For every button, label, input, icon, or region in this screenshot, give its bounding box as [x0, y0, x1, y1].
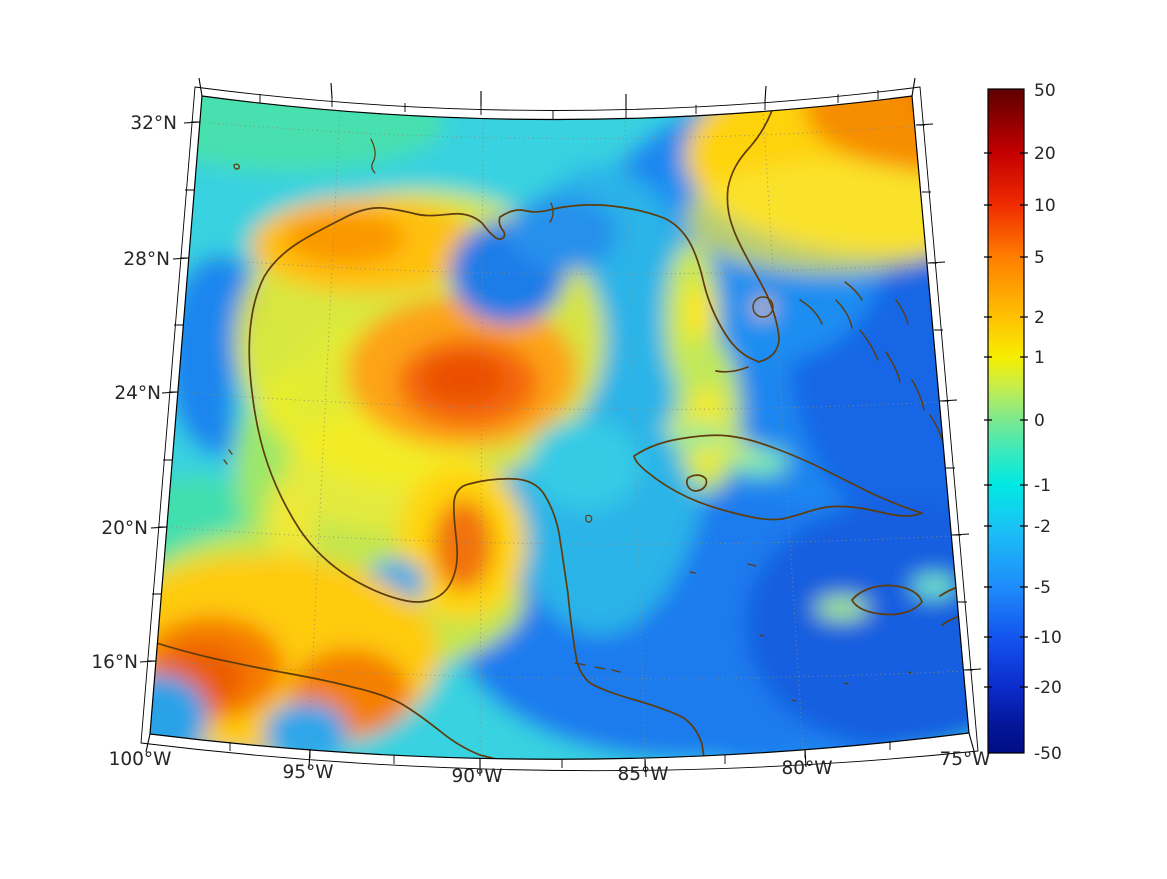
- coast-mexico-pacific: [150, 640, 513, 760]
- coast-bay-islands: [574, 662, 621, 673]
- colorbar-gradient: [987, 88, 1025, 754]
- colorbar-ticks: [984, 152, 1028, 688]
- lon-tick-label-80w: 80°W: [781, 758, 832, 779]
- lat-tick-label-28n: 28°N: [123, 249, 170, 270]
- gridline-lon-80w: [762, 109, 804, 750]
- lon-tick-label-95w: 95°W: [282, 762, 333, 783]
- coastlines: [150, 96, 969, 760]
- cbar-label-0: 0: [1034, 411, 1045, 431]
- cbar-label-m2: -2: [1034, 517, 1051, 537]
- lat-tick-label-20n: 20°N: [101, 518, 148, 539]
- cbar-label-20: 20: [1034, 144, 1056, 164]
- cbar-label-m50: -50: [1034, 744, 1062, 764]
- cbar-label-5: 5: [1034, 248, 1045, 268]
- frame-inner-boundary: [149, 95, 970, 760]
- cbar-label-m5: -5: [1034, 578, 1051, 598]
- lon-tick-label-85w: 85°W: [617, 764, 668, 785]
- cbar-label-m10: -10: [1034, 628, 1062, 648]
- river-louisiana: [370, 138, 376, 174]
- coast-bahamas: [799, 281, 943, 441]
- gridline-lat-20n: [166, 526, 953, 545]
- cbar-label-m1: -1: [1034, 476, 1051, 496]
- colorbar: 50 20 10 5 2 1 0 -1 -2 -5 -10 -20 -50: [984, 81, 1062, 764]
- coast-jamaica: [851, 584, 923, 616]
- cbar-label-1: 1: [1034, 348, 1045, 368]
- axis-labels: 32°N 28°N 24°N 20°N 16°N 100°W 95°W 90°W…: [91, 113, 990, 787]
- lat-tick-label-16n: 16°N: [91, 652, 138, 673]
- colorbar-tick-labels: 50 20 10 5 2 1 0 -1 -2 -5 -10 -20 -50: [1034, 81, 1062, 764]
- heat-field: [150, 96, 969, 760]
- lon-tick-label-75w: 75°W: [939, 749, 990, 770]
- graticule: [155, 106, 965, 760]
- map-frame: [139, 77, 982, 778]
- gridline-lat-24n: [177, 391, 941, 411]
- lon-tick-label-90w: 90°W: [451, 766, 502, 787]
- coast-chandeleur-islands: [549, 202, 554, 223]
- cbar-label-10: 10: [1034, 196, 1056, 216]
- coast-cuba: [633, 434, 923, 521]
- lat-tick-label-32n: 32°N: [130, 113, 177, 134]
- lon-tick-label-100w: 100°W: [109, 749, 172, 770]
- lake-okeechobee: [752, 296, 774, 318]
- coast-us-gulf-mexico-yucatan: [248, 96, 780, 759]
- lat-tick-label-24n: 24°N: [114, 383, 161, 404]
- cbar-label-2: 2: [1034, 308, 1045, 328]
- coast-florida-keys: [715, 366, 749, 373]
- cbar-label-m20: -20: [1034, 678, 1062, 698]
- frame-outer-boundary: [140, 86, 979, 772]
- frame-label-ticks: [139, 77, 982, 778]
- gridline-lon-95w: [307, 106, 341, 757]
- coast-cozumel: [585, 514, 593, 523]
- cbar-label-50: 50: [1034, 81, 1056, 101]
- coast-small-islets: [223, 163, 912, 702]
- coast-isla-juventud: [685, 474, 708, 492]
